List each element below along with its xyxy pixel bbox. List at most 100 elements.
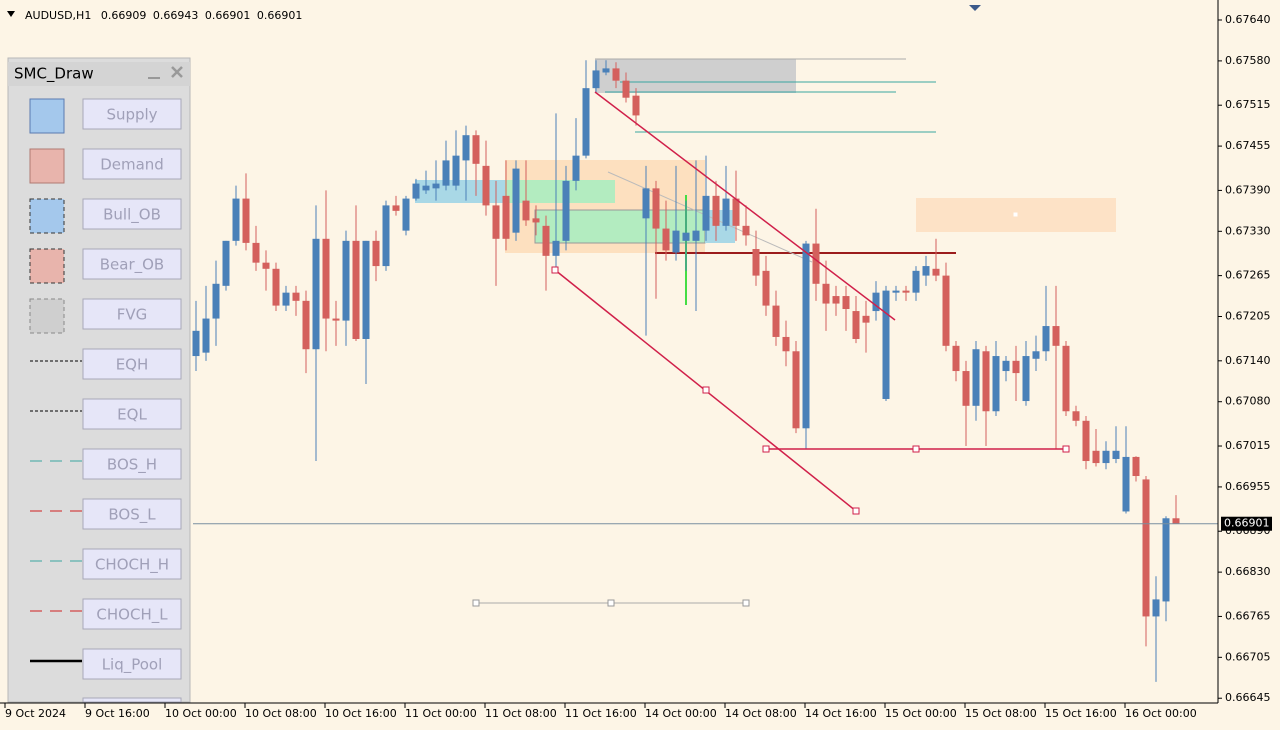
candle-body	[982, 351, 990, 412]
trend-line	[594, 91, 896, 321]
handles	[551, 266, 1070, 515]
candle-body	[992, 356, 1000, 412]
button[interactable]	[82, 648, 182, 680]
button[interactable]	[82, 398, 182, 430]
candle-body	[652, 188, 660, 229]
candle-body	[702, 195, 710, 231]
button[interactable]	[82, 298, 182, 330]
candle-body	[372, 240, 380, 267]
x-tick-label: 15 Oct 00:00	[885, 707, 957, 720]
trend-line	[607, 171, 813, 263]
candle-body	[682, 232, 690, 241]
button-label: EQH	[116, 356, 149, 374]
candle-body	[1142, 479, 1150, 617]
button-label: BOS_H	[107, 456, 157, 475]
candle-body	[472, 135, 480, 164]
candle-body	[922, 266, 930, 276]
button-label: EQL	[117, 406, 147, 424]
button-label: CHOCH_H	[95, 556, 169, 575]
candle-body	[772, 305, 780, 337]
candle-body	[392, 205, 400, 211]
candle-body	[232, 198, 240, 241]
swatch	[29, 148, 65, 184]
candle-body	[792, 351, 800, 429]
candle-body	[1062, 345, 1070, 412]
button[interactable]	[82, 98, 182, 130]
candle-body	[732, 198, 740, 226]
candle-body	[712, 195, 720, 226]
candle-body	[692, 230, 700, 241]
candle-body	[252, 242, 260, 263]
candle-body	[362, 240, 370, 340]
candle-body	[222, 240, 230, 286]
candle-body	[202, 318, 210, 353]
candle-body	[262, 262, 270, 269]
y-tick-label: 0.66830	[1225, 565, 1271, 578]
candle-body	[872, 292, 880, 312]
ticks: 0.67640 0.67580 0.67515 0.67455 0.67390 0.673…	[4, 13, 1271, 720]
price-tag-label: 0.66901	[1224, 517, 1270, 530]
button-label: CHOCH_L	[96, 606, 168, 625]
y-tick-label: 0.67455	[1225, 139, 1271, 152]
candle-body	[412, 183, 420, 199]
candle-body	[572, 155, 580, 181]
candle-body	[892, 290, 900, 293]
button[interactable]	[82, 198, 182, 230]
candle-body	[382, 205, 390, 267]
close-button[interactable]	[171, 66, 183, 78]
shift-marker	[969, 5, 981, 11]
candle-body	[972, 349, 980, 406]
candle-body	[512, 168, 520, 233]
y-tick-label: 0.66955	[1225, 480, 1271, 493]
candle-body	[1112, 450, 1120, 459]
x-tick-label: 14 Oct 08:00	[725, 707, 797, 720]
button[interactable]	[82, 498, 182, 530]
candle-body	[762, 270, 770, 306]
swatch	[29, 248, 65, 284]
button[interactable]	[82, 248, 182, 280]
y-tick-label: 0.67515	[1225, 98, 1271, 111]
candle-body	[312, 238, 320, 350]
y-tick-label: 0.67140	[1225, 354, 1271, 367]
button[interactable]	[82, 598, 182, 630]
candle-body	[1172, 518, 1180, 524]
candle-body	[832, 296, 840, 304]
candle-body	[802, 243, 810, 429]
candle-body	[332, 318, 340, 321]
candle-body	[482, 165, 490, 206]
candle-body	[462, 135, 470, 161]
button-label: Bull_OB	[103, 206, 161, 225]
x-tick-label: 11 Oct 08:00	[485, 707, 557, 720]
candle-body	[522, 200, 530, 221]
candle-body	[882, 290, 890, 399]
candle-body	[532, 218, 540, 223]
price-tag	[1221, 516, 1272, 531]
button-label: FVG	[117, 306, 148, 324]
candle-body	[612, 68, 620, 81]
candle-body	[932, 268, 940, 276]
x-tick-label: 10 Oct 00:00	[165, 707, 237, 720]
button-label: Demand	[100, 156, 164, 174]
button-label: BOS_L	[108, 506, 156, 525]
candle-body	[1092, 450, 1100, 464]
candle-body	[1082, 420, 1090, 462]
candle-body	[622, 80, 630, 98]
candle-body	[722, 198, 730, 226]
y-tick-label: 0.67265	[1225, 269, 1271, 282]
candle-body	[952, 345, 960, 372]
button[interactable]	[82, 548, 182, 580]
button[interactable]	[82, 448, 182, 480]
candle-body	[492, 205, 500, 239]
button[interactable]	[82, 148, 182, 180]
button[interactable]	[82, 697, 182, 703]
candle-body	[672, 230, 680, 253]
candle-body	[242, 198, 250, 243]
candle-body	[272, 268, 280, 306]
candle-body	[962, 371, 970, 406]
candle-body	[1052, 326, 1060, 346]
candle-body	[862, 315, 870, 323]
button[interactable]	[82, 348, 182, 380]
candle-body	[582, 88, 590, 156]
candle-body	[302, 300, 310, 350]
